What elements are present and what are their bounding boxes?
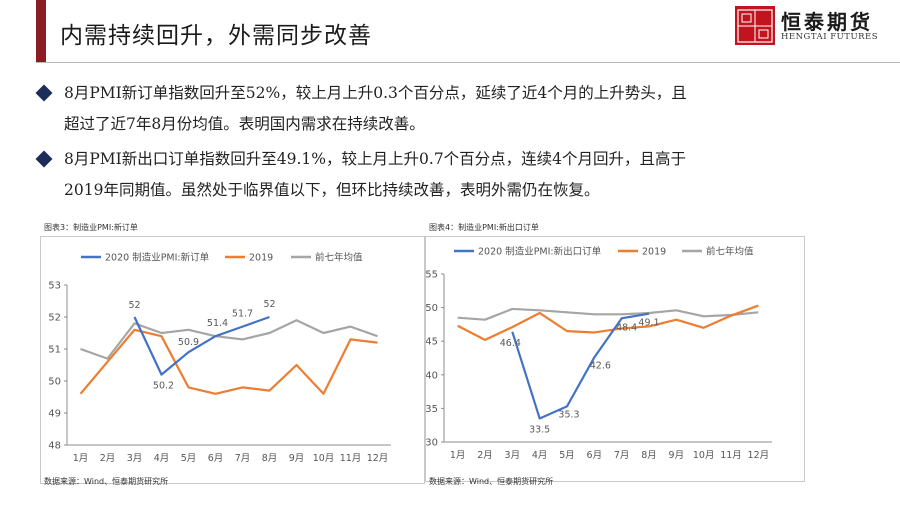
x-tick-label: 11月	[340, 453, 362, 464]
legend-label: 2020 制造业PMI:新出口订单	[478, 246, 602, 258]
legend-label: 2020 制造业PMI:新订单	[105, 252, 210, 264]
legend-label: 2019	[249, 253, 273, 264]
x-tick-label: 10月	[313, 453, 335, 464]
y-tick-label: 55	[426, 270, 438, 281]
y-tick-label: 53	[48, 281, 61, 292]
data-label: 50.9	[178, 337, 199, 348]
chart-export-orders: 30 35 40 45 50 55 1月 2月 3月 4月 5月 6月 7月 8月 9月 10月 11月 12月 2…	[425, 246, 772, 461]
y-tick-label: 50	[48, 377, 61, 388]
series-line	[79, 328, 378, 395]
x-tick-label: 1月	[450, 450, 466, 461]
data-label: 51.7	[232, 309, 253, 320]
slide-title: 内需持续回升，外需同步改善	[60, 23, 372, 49]
y-tick-label: 35	[426, 404, 438, 415]
data-label: 33.5	[529, 424, 550, 435]
chart-panel-export-orders: 图表4：制造业PMI:新出口订单 30 35 40 45 50 55 1月 2月 3月 4月 5月 6…	[425, 222, 810, 506]
bullet-line: 8月PMI新订单指数回升至52%，较上月上升0.3个百分点，延续了近4个月的上升…	[64, 84, 687, 102]
x-tick-label: 1月	[73, 453, 89, 464]
source-note: 数据来源：Wind、恒泰期货研究所	[44, 477, 169, 486]
data-label: 50.2	[153, 381, 174, 392]
chart-caption: 图表3：制造业PMI:新订单	[44, 223, 138, 232]
series-line	[457, 307, 759, 321]
title-bar: 内需持续回升，外需同步改善	[36, 0, 736, 62]
data-label: 51.4	[207, 318, 228, 329]
data-label: 52	[263, 299, 275, 310]
x-tick-label: 5月	[181, 453, 197, 464]
logo-name: 恒泰期货	[781, 10, 873, 34]
company-logo: 恒泰期货 HENGTAI FUTURES	[735, 4, 895, 46]
data-label: 46.4	[500, 338, 521, 349]
data-label: 42.6	[590, 360, 611, 371]
x-tick-label: 9月	[669, 450, 685, 461]
series-line	[511, 312, 650, 420]
x-tick-label: 12月	[367, 453, 389, 464]
chart-panel-new-orders: 图表3：制造业PMI:新订单 48 49 50 51 52 53 1月 2月 3月 4月 5月 6月 7…	[40, 222, 425, 506]
data-label: 48.4	[616, 322, 637, 333]
x-tick-label: 5月	[559, 450, 575, 461]
data-label: 49.1	[638, 318, 659, 329]
x-tick-label: 7月	[235, 453, 251, 464]
chart-new-orders: 48 49 50 51 52 53 1月 2月 3月 4月 5月 6月 7月 8月 9月 10月 11月 12月 2…	[48, 252, 391, 464]
legend-label: 前七年均值	[706, 246, 754, 258]
bullet-line: 8月PMI新出口订单指数回升至49.1%，较上月上升0.7个百分点，连续4个月回…	[64, 150, 687, 168]
bullet-line: 2019年同期值。虽然处于临界值以下，但环比持续改善，表明外需仍在恢复。	[64, 181, 600, 199]
bullet-item-export-orders: 8月PMI新出口订单指数回升至49.1%，较上月上升0.7个百分点，连续4个月回…	[35, 144, 866, 206]
logo-seal-icon	[735, 7, 775, 45]
x-tick-label: 4月	[154, 453, 170, 464]
x-tick-label: 12月	[748, 450, 770, 461]
y-tick-label: 49	[48, 409, 61, 420]
legend-label: 前七年均值	[315, 252, 363, 264]
diamond-bullet-icon	[35, 84, 53, 102]
x-tick-label: 3月	[505, 450, 521, 461]
y-tick-label: 48	[48, 441, 61, 452]
x-tick-label: 2月	[477, 450, 493, 461]
x-tick-label: 6月	[208, 453, 224, 464]
bullet-list: 8月PMI新订单指数回升至52%，较上月上升0.3个百分点，延续了近4个月的上升…	[35, 78, 866, 210]
logo-seal	[735, 6, 775, 45]
y-tick-label: 50	[426, 303, 438, 314]
x-tick-label: 3月	[127, 453, 143, 464]
source-note: 数据来源：Wind、恒泰期货研究所	[429, 477, 554, 486]
data-label: 52	[128, 300, 140, 311]
y-tick-label: 51	[48, 345, 61, 356]
x-tick-label: 4月	[532, 450, 548, 461]
chart-caption: 图表4：制造业PMI:新出口订单	[429, 223, 539, 232]
title-divider	[36, 62, 900, 63]
x-tick-label: 8月	[641, 450, 657, 461]
series-line	[457, 304, 759, 341]
legend-label: 2019	[642, 247, 666, 258]
chart-frame: 30 35 40 45 50 55 1月 2月 3月 4月 5月 6月 7月 8月 9月 10月 11月 12月 2…	[425, 236, 805, 482]
x-tick-label: 6月	[587, 450, 603, 461]
x-tick-label: 9月	[289, 453, 305, 464]
title-accent-bar	[36, 0, 46, 62]
y-tick-label: 40	[426, 370, 438, 381]
y-tick-label: 45	[426, 337, 438, 348]
series-line	[80, 319, 378, 360]
y-tick-label: 52	[48, 313, 61, 324]
y-tick-label: 30	[426, 438, 438, 449]
bullet-item-new-orders: 8月PMI新订单指数回升至52%，较上月上升0.3个百分点，延续了近4个月的上升…	[35, 78, 866, 140]
chart-frame: 48 49 50 51 52 53 1月 2月 3月 4月 5月 6月 7月 8月 9月 10月 11月 12月 2…	[40, 236, 425, 484]
series-line	[133, 315, 270, 376]
x-tick-label: 10月	[693, 450, 715, 461]
x-tick-label: 7月	[614, 450, 630, 461]
diamond-bullet-icon	[35, 150, 53, 168]
data-label: 35.3	[558, 409, 579, 420]
logo-english: HENGTAI FUTURES	[781, 32, 879, 42]
x-tick-label: 8月	[262, 453, 278, 464]
bullet-line: 超过了近7年8月份均值。表明国内需求在持续改善。	[64, 115, 425, 133]
x-tick-label: 2月	[100, 453, 116, 464]
x-tick-label: 11月	[720, 450, 742, 461]
